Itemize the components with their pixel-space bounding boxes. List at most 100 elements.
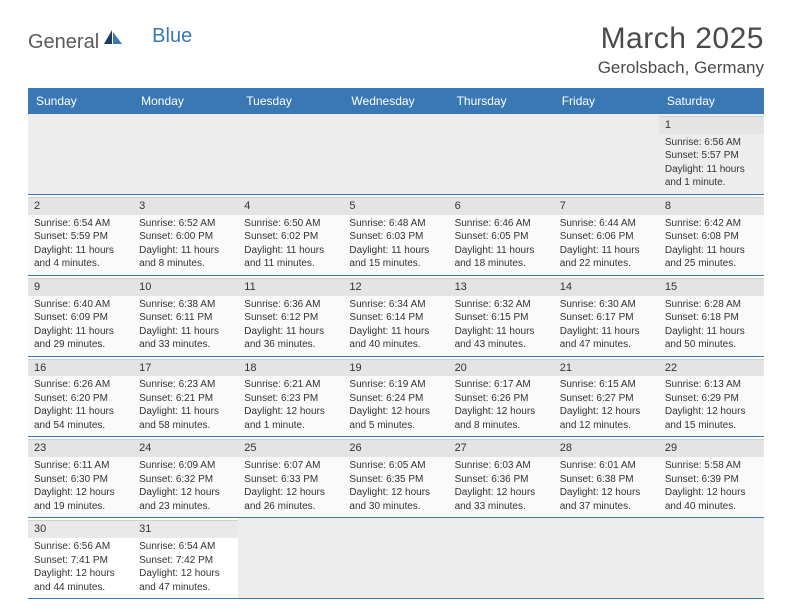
sunset-text: Sunset: 6:12 PM: [244, 311, 337, 325]
daylight-text: Daylight: 11 hours and 58 minutes.: [139, 405, 232, 432]
sunset-text: Sunset: 6:08 PM: [665, 230, 758, 244]
sunset-text: Sunset: 6:05 PM: [455, 230, 548, 244]
day-number: 17: [133, 359, 238, 377]
sunset-text: Sunset: 6:20 PM: [34, 392, 127, 406]
calendar-day: 31Sunrise: 6:54 AMSunset: 7:42 PMDayligh…: [133, 518, 238, 598]
day-number: 1: [659, 116, 764, 134]
calendar-day: 26Sunrise: 6:05 AMSunset: 6:35 PMDayligh…: [343, 437, 448, 517]
sunrise-text: Sunrise: 6:30 AM: [560, 298, 653, 312]
calendar-day: 5Sunrise: 6:48 AMSunset: 6:03 PMDaylight…: [343, 195, 448, 275]
day-number: 23: [28, 439, 133, 457]
sunset-text: Sunset: 5:57 PM: [665, 149, 758, 163]
sunset-text: Sunset: 6:24 PM: [349, 392, 442, 406]
sunset-text: Sunset: 6:39 PM: [665, 473, 758, 487]
daylight-text: Daylight: 12 hours and 15 minutes.: [665, 405, 758, 432]
sunrise-text: Sunrise: 6:56 AM: [665, 136, 758, 150]
calendar-day: 29Sunrise: 5:58 AMSunset: 6:39 PMDayligh…: [659, 437, 764, 517]
day-head-sat: Saturday: [659, 88, 764, 114]
sunrise-text: Sunrise: 6:03 AM: [455, 459, 548, 473]
calendar-day: 7Sunrise: 6:44 AMSunset: 6:06 PMDaylight…: [554, 195, 659, 275]
daylight-text: Daylight: 11 hours and 1 minute.: [665, 163, 758, 190]
sunrise-text: Sunrise: 6:21 AM: [244, 378, 337, 392]
brand-part1: General: [28, 31, 99, 54]
day-number: 7: [554, 197, 659, 215]
calendar-day: 3Sunrise: 6:52 AMSunset: 6:00 PMDaylight…: [133, 195, 238, 275]
calendar-week: 1 Sunrise: 6:56 AMSunset: 5:57 PMDaylight…: [28, 114, 764, 195]
calendar-empty: [343, 114, 448, 194]
sunset-text: Sunset: 6:29 PM: [665, 392, 758, 406]
calendar-empty: [238, 518, 343, 598]
daylight-text: Daylight: 11 hours and 22 minutes.: [560, 244, 653, 271]
calendar-day: 12Sunrise: 6:34 AMSunset: 6:14 PMDayligh…: [343, 276, 448, 356]
day-head-fri: Friday: [554, 88, 659, 114]
page-title: March 2025: [598, 22, 764, 56]
sunset-text: Sunset: 6:35 PM: [349, 473, 442, 487]
daylight-text: Daylight: 11 hours and 15 minutes.: [349, 244, 442, 271]
calendar: Sunday Monday Tuesday Wednesday Thursday…: [28, 88, 764, 599]
day-number: 27: [449, 439, 554, 457]
daylight-text: Daylight: 11 hours and 40 minutes.: [349, 325, 442, 352]
calendar-day: 25Sunrise: 6:07 AMSunset: 6:33 PMDayligh…: [238, 437, 343, 517]
sunrise-text: Sunrise: 6:40 AM: [34, 298, 127, 312]
daylight-text: Daylight: 12 hours and 8 minutes.: [455, 405, 548, 432]
daylight-text: Daylight: 12 hours and 1 minute.: [244, 405, 337, 432]
daylight-text: Daylight: 11 hours and 47 minutes.: [560, 325, 653, 352]
daylight-text: Daylight: 12 hours and 30 minutes.: [349, 486, 442, 513]
sunrise-text: Sunrise: 6:54 AM: [139, 540, 232, 554]
calendar-day: 15Sunrise: 6:28 AMSunset: 6:18 PMDayligh…: [659, 276, 764, 356]
daylight-text: Daylight: 11 hours and 33 minutes.: [139, 325, 232, 352]
sunset-text: Sunset: 6:33 PM: [244, 473, 337, 487]
sunset-text: Sunset: 6:27 PM: [560, 392, 653, 406]
day-number: 2: [28, 197, 133, 215]
calendar-day: 11 Sunrise: 6:36 AMSunset: 6:12 PMDayligh…: [238, 276, 343, 356]
daylight-text: Daylight: 11 hours and 29 minutes.: [34, 325, 127, 352]
brand-logo: General Blue: [28, 28, 192, 56]
calendar-day: 9Sunrise: 6:40 AMSunset: 6:09 PMDaylight…: [28, 276, 133, 356]
day-number: 22: [659, 359, 764, 377]
title-block: March 2025 Gerolsbach, Germany: [598, 22, 764, 78]
calendar-day: 19Sunrise: 6:19 AMSunset: 6:24 PMDayligh…: [343, 357, 448, 437]
day-number: 30: [28, 520, 133, 538]
sunrise-text: Sunrise: 6:50 AM: [244, 217, 337, 231]
calendar-empty: [449, 114, 554, 194]
daylight-text: Daylight: 12 hours and 5 minutes.: [349, 405, 442, 432]
day-number: 28: [554, 439, 659, 457]
day-number: 18: [238, 359, 343, 377]
calendar-day: 22Sunrise: 6:13 AMSunset: 6:29 PMDayligh…: [659, 357, 764, 437]
daylight-text: Daylight: 12 hours and 47 minutes.: [139, 567, 232, 594]
day-number: 19: [343, 359, 448, 377]
sunrise-text: Sunrise: 6:48 AM: [349, 217, 442, 231]
day-number: 31: [133, 520, 238, 538]
day-number: 9: [28, 278, 133, 296]
day-number: 8: [659, 197, 764, 215]
sunset-text: Sunset: 6:14 PM: [349, 311, 442, 325]
sunrise-text: Sunrise: 6:15 AM: [560, 378, 653, 392]
sunset-text: Sunset: 6:18 PM: [665, 311, 758, 325]
sunset-text: Sunset: 6:00 PM: [139, 230, 232, 244]
calendar-empty: [28, 114, 133, 194]
calendar-body: 1Sunrise: 6:56 AMSunset: 5:57 PMDaylight…: [28, 114, 764, 599]
daylight-text: Daylight: 11 hours and 18 minutes.: [455, 244, 548, 271]
day-number: 25: [238, 439, 343, 457]
calendar-empty: [238, 114, 343, 194]
daylight-text: Daylight: 11 hours and 54 minutes.: [34, 405, 127, 432]
calendar-day: 28Sunrise: 6:01 AMSunset: 6:38 PMDayligh…: [554, 437, 659, 517]
sunset-text: Sunset: 6:11 PM: [139, 311, 232, 325]
daylight-text: Daylight: 12 hours and 12 minutes.: [560, 405, 653, 432]
daylight-text: Daylight: 11 hours and 36 minutes.: [244, 325, 337, 352]
daylight-text: Daylight: 12 hours and 44 minutes.: [34, 567, 127, 594]
calendar-day: 17Sunrise: 6:23 AMSunset: 6:21 PMDayligh…: [133, 357, 238, 437]
sunset-text: Sunset: 7:41 PM: [34, 554, 127, 568]
sunset-text: Sunset: 6:26 PM: [455, 392, 548, 406]
calendar-day: 4Sunrise: 6:50 AMSunset: 6:02 PMDaylight…: [238, 195, 343, 275]
day-number: 10: [133, 278, 238, 296]
day-number: 11: [238, 278, 343, 296]
calendar-day: 1 Sunrise: 6:56 AMSunset: 5:57 PMDaylight…: [659, 114, 764, 194]
sunrise-text: Sunrise: 6:36 AM: [244, 298, 337, 312]
sunrise-text: Sunrise: 6:46 AM: [455, 217, 548, 231]
sunset-text: Sunset: 6:02 PM: [244, 230, 337, 244]
calendar-week: 16Sunrise: 6:26 AMSunset: 6:20 PMDayligh…: [28, 357, 764, 438]
day-number: 21: [554, 359, 659, 377]
calendar-week: 9Sunrise: 6:40 AMSunset: 6:09 PMDaylight…: [28, 276, 764, 357]
sunset-text: Sunset: 6:30 PM: [34, 473, 127, 487]
